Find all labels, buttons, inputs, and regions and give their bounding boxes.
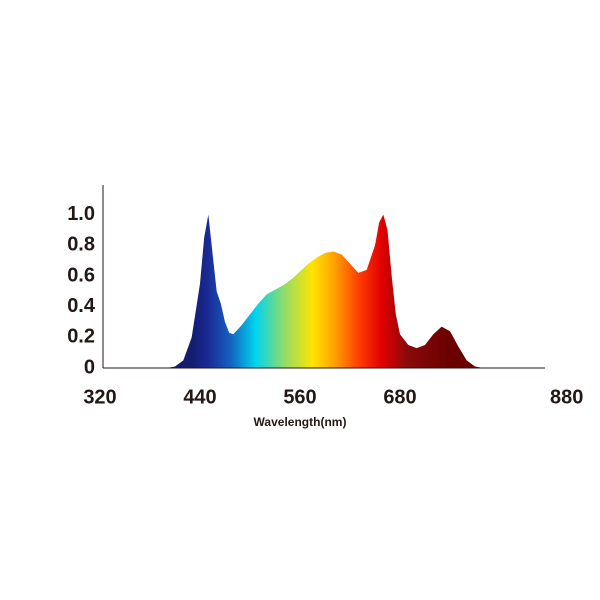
- y-tick-label: 0.2: [67, 326, 95, 348]
- y-tick-label: 0.6: [67, 264, 95, 286]
- x-tick-label: 560: [283, 386, 316, 408]
- spectrum-area: [100, 214, 545, 368]
- y-tick-label: 1.0: [67, 203, 95, 225]
- y-tick-label: 0: [84, 356, 95, 378]
- y-tick-label: 0.4: [67, 295, 96, 317]
- y-tick-label: 0.8: [67, 234, 95, 256]
- x-tick-label: 680: [383, 386, 416, 408]
- plot: [100, 214, 545, 368]
- x-tick-label: 440: [183, 386, 216, 408]
- x-axis-label: Wavelength(nm): [254, 415, 347, 429]
- x-tick-label: 880: [550, 386, 583, 408]
- x-tick-label: 320: [83, 386, 116, 408]
